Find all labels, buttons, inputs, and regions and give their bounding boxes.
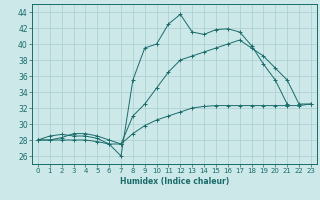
X-axis label: Humidex (Indice chaleur): Humidex (Indice chaleur) bbox=[120, 177, 229, 186]
